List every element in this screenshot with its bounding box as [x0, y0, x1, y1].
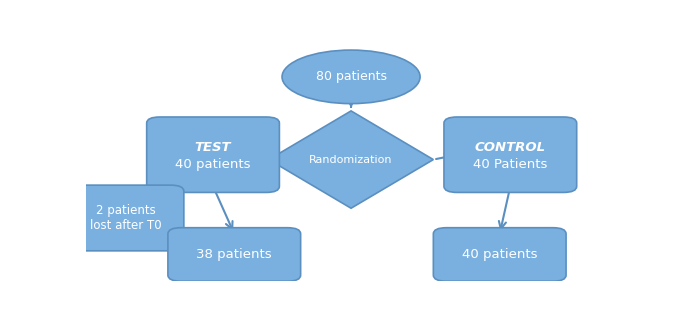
- FancyBboxPatch shape: [67, 185, 184, 251]
- Text: 80 patients: 80 patients: [316, 70, 386, 83]
- FancyBboxPatch shape: [434, 228, 566, 281]
- Text: 2 patients
lost after T0: 2 patients lost after T0: [90, 204, 161, 232]
- Text: 38 patients: 38 patients: [197, 248, 272, 261]
- Text: 40 Patients: 40 Patients: [473, 158, 547, 171]
- FancyBboxPatch shape: [444, 117, 577, 192]
- Text: 40 patients: 40 patients: [175, 158, 251, 171]
- Ellipse shape: [282, 50, 420, 104]
- Text: TEST: TEST: [195, 141, 232, 154]
- FancyBboxPatch shape: [168, 228, 301, 281]
- Text: 40 patients: 40 patients: [462, 248, 538, 261]
- Text: Randomization: Randomization: [310, 155, 393, 165]
- FancyBboxPatch shape: [147, 117, 279, 192]
- Text: CONTROL: CONTROL: [475, 141, 546, 154]
- Polygon shape: [269, 111, 434, 208]
